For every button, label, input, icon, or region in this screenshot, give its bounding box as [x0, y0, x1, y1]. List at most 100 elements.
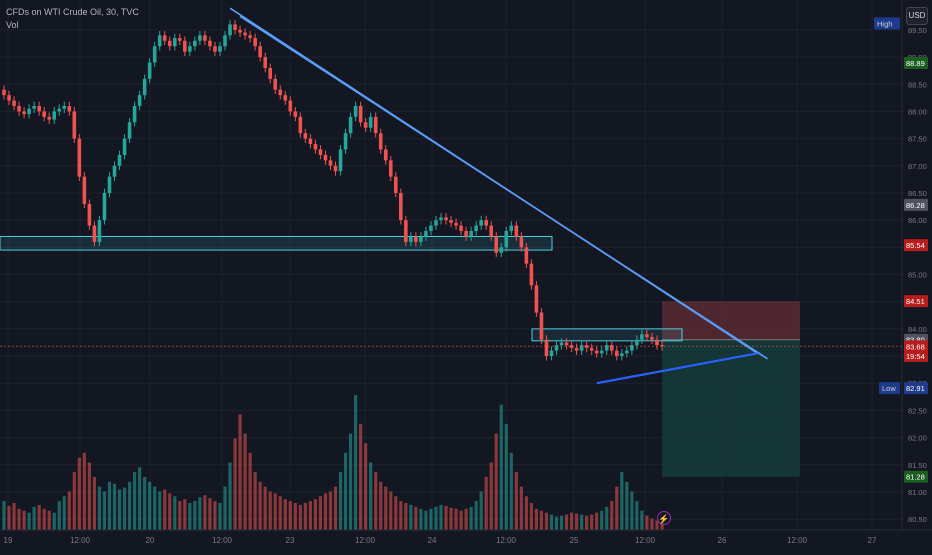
candle	[92, 225, 97, 242]
candle	[484, 220, 488, 226]
candle	[449, 220, 453, 223]
volume-bar	[499, 404, 503, 530]
candle	[564, 342, 569, 346]
volume-bar	[449, 507, 453, 530]
volume-bar	[27, 512, 31, 530]
candle	[338, 149, 343, 172]
volume-bar	[539, 510, 544, 530]
time-tick-label: 27	[868, 536, 877, 545]
candle	[213, 46, 217, 52]
volume-bar	[374, 472, 378, 530]
volume-bar	[660, 522, 664, 530]
candle	[368, 116, 373, 128]
volume-bar	[444, 505, 448, 530]
candle	[574, 347, 579, 351]
candle	[479, 220, 483, 226]
volume-bar	[348, 433, 353, 530]
candle	[534, 285, 539, 313]
volume-bar	[439, 504, 443, 530]
price-label-box	[904, 198, 928, 211]
volume-bar	[22, 510, 26, 530]
candle	[198, 35, 202, 41]
candle	[519, 236, 524, 248]
candle	[273, 78, 278, 90]
volume-bar	[82, 452, 86, 530]
price-tag-low	[879, 382, 900, 395]
candle	[559, 342, 564, 346]
price-label-box	[904, 470, 928, 483]
volume-bar	[32, 506, 36, 530]
candle	[414, 236, 418, 242]
candle	[388, 160, 393, 177]
price-label-text: 85.54	[906, 241, 925, 250]
candle	[167, 40, 172, 47]
volume-bar	[77, 457, 81, 530]
volume-bar	[198, 497, 202, 530]
price-label-box	[904, 57, 928, 70]
volume-bar	[625, 481, 629, 530]
volume-bar	[494, 433, 498, 530]
volume-bar	[178, 501, 182, 530]
candle	[52, 111, 57, 120]
candle	[233, 24, 237, 30]
volume-bar	[72, 472, 76, 530]
volume-bar	[102, 491, 107, 530]
time-tick-label: 12:00	[635, 536, 656, 545]
volume-bar	[544, 512, 549, 530]
candle	[137, 95, 142, 106]
volume-bar	[283, 499, 287, 530]
candle	[293, 111, 298, 117]
price-tick-label: 89.50	[908, 26, 927, 35]
volume-bar	[248, 452, 252, 530]
candle	[544, 339, 549, 357]
volume-bar	[419, 508, 423, 530]
volume-bar	[474, 501, 478, 530]
price-tick-label: 81.00	[908, 488, 927, 497]
lightning-icon[interactable]: ⚡	[657, 511, 671, 525]
candle	[494, 236, 499, 253]
support-zone	[0, 235, 553, 251]
candle	[67, 106, 72, 112]
volume-bar	[323, 493, 328, 530]
volume-bar	[238, 414, 242, 530]
price-label-text: 81.28	[906, 473, 925, 482]
candle	[454, 222, 458, 226]
volume-bar	[479, 491, 483, 530]
candle	[514, 225, 519, 237]
candle	[298, 116, 303, 134]
candle	[393, 176, 398, 193]
candle	[554, 345, 559, 351]
time-tick-label: 12:00	[355, 536, 376, 545]
candle	[419, 236, 423, 242]
candle	[343, 133, 348, 150]
currency-button[interactable]: USD	[906, 7, 928, 25]
candle	[439, 217, 443, 221]
volume-indicator-label[interactable]: Vol	[6, 20, 19, 30]
volume-bar	[459, 510, 463, 530]
candle	[529, 263, 534, 286]
price-label-box	[904, 350, 928, 363]
volume-bar	[585, 515, 589, 530]
symbol-title[interactable]: CFDs on WTI Crude Oil, 30, TVC	[6, 7, 139, 17]
volume-bar	[293, 503, 297, 530]
candle	[263, 57, 267, 68]
price-label-text: 86.28	[906, 201, 925, 210]
volume-bar	[228, 462, 232, 530]
candle	[208, 40, 212, 47]
price-tick-label: 87.00	[908, 162, 927, 171]
volume-bar	[615, 486, 619, 530]
candle	[223, 35, 227, 47]
volume-bar	[564, 514, 569, 530]
candle	[489, 225, 494, 237]
volume-bar	[414, 506, 418, 530]
chart-legend: CFDs on WTI Crude Oil, 30, TVC Vol	[6, 6, 139, 32]
candle	[87, 203, 92, 226]
candle	[188, 46, 192, 52]
volume-bar	[173, 496, 177, 530]
volume-bar	[509, 452, 513, 530]
stop-loss-zone	[662, 301, 800, 340]
candle	[549, 350, 554, 357]
volume-bar	[514, 472, 518, 530]
